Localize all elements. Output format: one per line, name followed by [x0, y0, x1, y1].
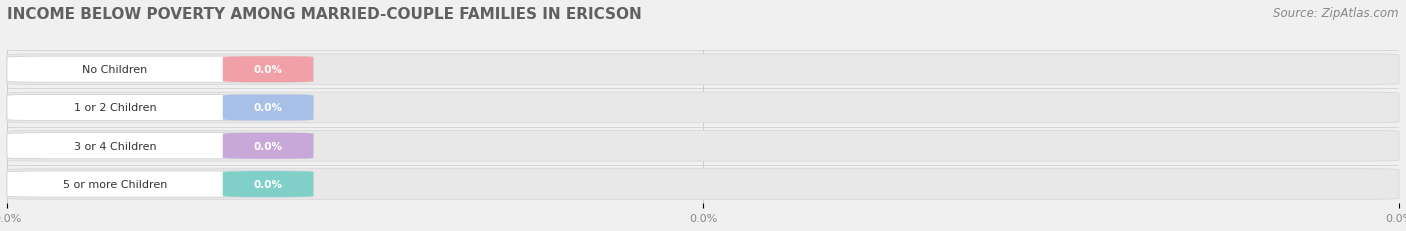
Text: No Children: No Children — [83, 65, 148, 75]
Text: 5 or more Children: 5 or more Children — [63, 179, 167, 189]
FancyBboxPatch shape — [222, 171, 314, 197]
FancyBboxPatch shape — [7, 133, 314, 159]
FancyBboxPatch shape — [7, 131, 1399, 161]
Text: Source: ZipAtlas.com: Source: ZipAtlas.com — [1274, 7, 1399, 20]
Text: 0.0%: 0.0% — [253, 141, 283, 151]
Text: 1 or 2 Children: 1 or 2 Children — [73, 103, 156, 113]
FancyBboxPatch shape — [222, 57, 314, 83]
Text: 3 or 4 Children: 3 or 4 Children — [73, 141, 156, 151]
Text: 0.0%: 0.0% — [253, 65, 283, 75]
FancyBboxPatch shape — [7, 95, 314, 121]
Text: INCOME BELOW POVERTY AMONG MARRIED-COUPLE FAMILIES IN ERICSON: INCOME BELOW POVERTY AMONG MARRIED-COUPL… — [7, 7, 641, 22]
FancyBboxPatch shape — [222, 133, 314, 159]
FancyBboxPatch shape — [7, 169, 1399, 200]
Text: 0.0%: 0.0% — [253, 179, 283, 189]
Text: 0.0%: 0.0% — [253, 103, 283, 113]
FancyBboxPatch shape — [7, 93, 1399, 123]
FancyBboxPatch shape — [222, 95, 314, 121]
FancyBboxPatch shape — [7, 55, 1399, 85]
FancyBboxPatch shape — [7, 57, 314, 83]
FancyBboxPatch shape — [7, 171, 314, 197]
